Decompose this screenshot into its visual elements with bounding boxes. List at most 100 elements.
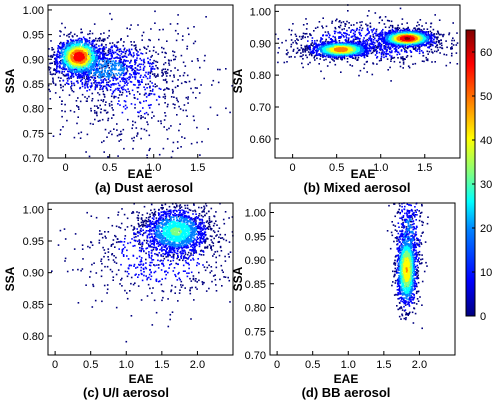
scatter-point (145, 48, 148, 50)
scatter-point (294, 33, 297, 36)
scatter-point (387, 32, 389, 34)
scatter-point (325, 55, 327, 58)
scatter-point (381, 39, 383, 42)
scatter-point (132, 124, 134, 126)
scatter-point (99, 73, 102, 76)
scatter-point (70, 52, 72, 54)
scatter-point (97, 68, 99, 70)
scatter-point (91, 45, 94, 47)
scatter-point (94, 87, 97, 90)
scatter-point (113, 89, 116, 92)
scatter-point (381, 31, 384, 34)
scatter-point (94, 86, 97, 88)
scatter-point (161, 51, 164, 54)
scatter-point (79, 87, 81, 90)
scatter-point (93, 72, 96, 74)
scatter-point (130, 44, 133, 46)
scatter-point (169, 23, 172, 25)
scatter-point (364, 45, 366, 47)
scatter-point (89, 122, 92, 125)
scatter-point (433, 42, 435, 44)
scatter-point (366, 54, 368, 56)
scatter-point (115, 62, 118, 65)
scatter-point (171, 88, 174, 91)
scatter-point (324, 55, 326, 58)
scatter-point (415, 49, 417, 52)
scatter-point (386, 38, 388, 41)
scatter-point (86, 84, 88, 87)
scatter-point (355, 36, 357, 39)
scatter-point (119, 61, 122, 64)
scatter-point (56, 61, 59, 64)
scatter-point (171, 80, 174, 83)
scatter-point (87, 40, 89, 43)
scatter-point (406, 47, 409, 49)
scatter-point (180, 146, 182, 148)
scatter-point (329, 56, 331, 59)
scatter-point (101, 88, 104, 90)
scatter-point (101, 81, 103, 83)
scatter-point (341, 28, 343, 31)
scatter-point (375, 30, 378, 33)
scatter-point (391, 57, 393, 59)
scatter-point (337, 56, 340, 59)
scatter-point (86, 77, 88, 80)
scatter-point (91, 39, 94, 42)
scatter-point (305, 18, 307, 20)
scatter-point (316, 45, 319, 48)
scatter-point (104, 57, 107, 60)
scatter-point (420, 30, 422, 33)
scatter-point (94, 80, 97, 83)
scatter-point (99, 70, 102, 73)
scatter-point (313, 55, 316, 57)
scatter-point (87, 33, 89, 36)
scatter-point (118, 76, 121, 78)
scatter-point (407, 31, 409, 33)
scatter-point (406, 29, 408, 31)
scatter-point (98, 67, 101, 70)
scatter-point (48, 67, 50, 69)
scatter-point (75, 58, 77, 60)
scatter-point (128, 76, 130, 79)
scatter-point (83, 45, 85, 48)
scatter-point (380, 57, 382, 60)
scatter-point (63, 44, 66, 46)
scatter-point (414, 44, 417, 47)
scatter-point (78, 55, 80, 58)
scatter-point (147, 113, 149, 116)
scatter-point (118, 94, 121, 96)
scatter-point (102, 80, 104, 82)
scatter-point (129, 77, 132, 79)
scatter-point (417, 44, 420, 46)
scatter-point (73, 33, 76, 36)
scatter-point (93, 39, 95, 41)
scatter-point (78, 75, 80, 77)
scatter-point (80, 48, 83, 50)
scatter-point (76, 39, 78, 42)
scatter-point (425, 59, 428, 61)
scatter-point (326, 34, 328, 37)
scatter-point (68, 77, 70, 79)
scatter-point (335, 19, 337, 22)
scatter-point (311, 50, 313, 53)
scatter-point (366, 41, 369, 43)
scatter-point (384, 33, 386, 35)
scatter-point (54, 83, 57, 86)
scatter-point (344, 44, 347, 47)
scatter-point (83, 52, 85, 54)
scatter-point (392, 42, 394, 44)
scatter-point (80, 69, 82, 72)
scatter-point (105, 79, 107, 81)
scatter-point (61, 115, 63, 118)
scatter-point (397, 57, 399, 59)
scatter-point (109, 60, 112, 63)
scatter-point (71, 69, 73, 72)
scatter-point (156, 61, 159, 63)
scatter-point (88, 51, 90, 53)
scatter-point (130, 41, 132, 43)
scatter-point (405, 28, 407, 31)
scatter-point (389, 36, 391, 38)
scatter-point (363, 42, 365, 45)
scatter-point (413, 47, 415, 50)
scatter-point (151, 68, 154, 70)
